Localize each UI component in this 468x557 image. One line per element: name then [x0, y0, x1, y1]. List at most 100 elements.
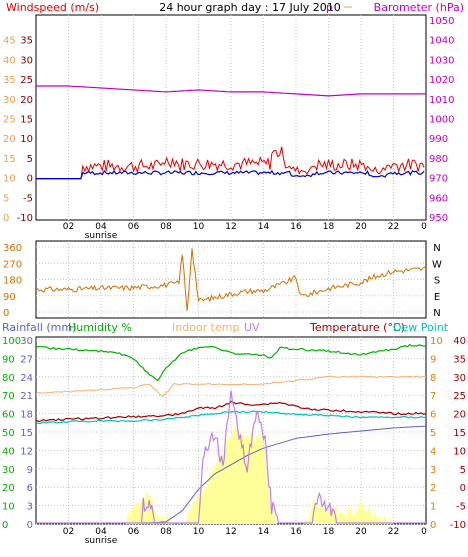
direction-degree-tick: 0	[3, 308, 9, 319]
rainfall-tick: 0	[27, 520, 33, 531]
wind-tick-alt: 15	[20, 115, 33, 126]
uv-line	[36, 390, 426, 524]
uv-tick: 10	[430, 336, 443, 347]
temperature-tick: -5	[456, 502, 466, 513]
barometer-tick: 960	[429, 193, 448, 204]
barometer-tick: 1020	[429, 75, 454, 86]
windspeed-tick: 20	[3, 134, 16, 145]
humidity-tick: 40	[2, 446, 15, 457]
direction-degree-tick: 360	[3, 243, 22, 254]
temperature-tick: 20	[453, 410, 466, 421]
humidity-tick: 90	[2, 354, 15, 365]
humidity-tick: 0	[2, 520, 8, 531]
windspeed-tick: 40	[3, 55, 16, 66]
windspeed-tick: 30	[3, 95, 16, 106]
barometer-tick: 1010	[429, 95, 454, 106]
rainfall-tick: 18	[20, 410, 33, 421]
hour-tick-18: 18	[323, 527, 335, 537]
rainfall-tick: 24	[20, 373, 33, 384]
temperature-tick: 5	[460, 465, 466, 476]
windspeed-tick: 10	[3, 174, 16, 185]
hour-tick-08: 08	[160, 527, 172, 537]
rainfall-tick: 30	[20, 336, 33, 347]
wind-tick-alt: 5	[27, 154, 33, 165]
barometer-tick: 1030	[429, 55, 454, 66]
humidity-tick: 20	[2, 483, 15, 494]
rainfall-tick: 9	[27, 465, 33, 476]
hour-tick-0: 0	[421, 527, 427, 537]
wind-tick-alt: 30	[20, 55, 33, 66]
indoor-temp-legend-label: Indoor temp	[172, 321, 239, 334]
hour-tick-02: 02	[63, 222, 74, 232]
dew-point-legend-label: Dew Point	[393, 321, 449, 334]
humidity-line	[35, 343, 427, 382]
uv-tick: 7	[430, 391, 436, 402]
rainfall-tick: 6	[27, 483, 33, 494]
hour-tick-10: 10	[193, 222, 205, 232]
hour-tick-0: 0	[421, 222, 427, 232]
temperature-tick: 30	[453, 373, 466, 384]
hour-tick-16: 16	[290, 222, 302, 232]
humidity-tick: 50	[2, 428, 15, 439]
uv-tick: 1	[430, 502, 436, 513]
temperature-tick: 15	[453, 428, 466, 439]
uv-tick: 2	[430, 483, 436, 494]
rainfall-tick: 15	[20, 428, 33, 439]
hour-tick-04: 04	[95, 527, 107, 537]
windspeed-tick: 0	[3, 213, 9, 224]
hour-tick-20: 20	[355, 222, 367, 232]
temperature-tick: 0	[460, 483, 466, 494]
wind-tick-alt: 0	[27, 174, 33, 185]
compass-tick-n: N	[433, 308, 440, 319]
barometer-tick: 1040	[429, 36, 454, 47]
direction-degree-tick: 270	[3, 259, 22, 270]
uv-tick: 5	[430, 428, 436, 439]
barometer-tick: 1050	[429, 16, 454, 27]
hour-tick-16: 16	[290, 527, 302, 537]
wind-tick-alt: 35	[20, 36, 33, 47]
uv-tick: 3	[430, 465, 436, 476]
hour-tick-02: 02	[63, 527, 74, 537]
rainfall-tick: 27	[20, 354, 33, 365]
barometer-axis-label: Barometer (hPa)	[374, 1, 464, 14]
uv-legend-label: UV	[244, 321, 260, 334]
windspeed-tick: 15	[3, 154, 16, 165]
hour-tick-14: 14	[258, 222, 270, 232]
chart-title: 24 hour graph day : 17 July 2010	[159, 1, 341, 14]
hour-tick-14: 14	[258, 527, 270, 537]
hour-tick-22: 22	[388, 527, 399, 537]
compass-tick-w: W	[432, 259, 442, 270]
humidity-axis-label: Humidity %	[68, 321, 132, 334]
hour-tick-06: 06	[128, 222, 140, 232]
rainfall-tick: 3	[27, 502, 33, 513]
uv-tick: 6	[430, 410, 436, 421]
uv-max-area	[36, 427, 426, 524]
humidity-tick: 100	[2, 336, 21, 347]
barometer-line	[36, 85, 426, 97]
temperature-tick: 25	[453, 391, 466, 402]
wind-tick-alt: -5	[23, 193, 33, 204]
windspeed-tick: 35	[3, 75, 16, 86]
wind-average-line	[36, 169, 425, 180]
sunrise-label: sunrise	[85, 536, 118, 546]
windspeed-axis-label: Windspeed (m/s)	[6, 1, 99, 14]
rainfall-axis-label: Rainfall (mm)	[2, 321, 76, 334]
hour-tick-10: 10	[193, 527, 205, 537]
humidity-tick: 80	[2, 373, 15, 384]
hour-tick-12: 12	[225, 527, 236, 537]
barometer-tick: 970	[429, 174, 448, 185]
wind-gust-line	[36, 146, 425, 180]
temperature-tick: 10	[453, 446, 466, 457]
wind-tick-alt: 20	[20, 95, 33, 106]
hour-tick-06: 06	[128, 527, 140, 537]
barometer-prefix: p	[326, 1, 333, 14]
wind-tick-alt: 25	[20, 75, 33, 86]
windspeed-tick: 45	[3, 36, 16, 47]
wind-direction-line	[35, 248, 427, 311]
temperature-tick: 35	[453, 354, 466, 365]
humidity-tick: 60	[2, 410, 15, 421]
humidity-tick: 70	[2, 391, 15, 402]
barometer-tick: 950	[429, 213, 448, 224]
